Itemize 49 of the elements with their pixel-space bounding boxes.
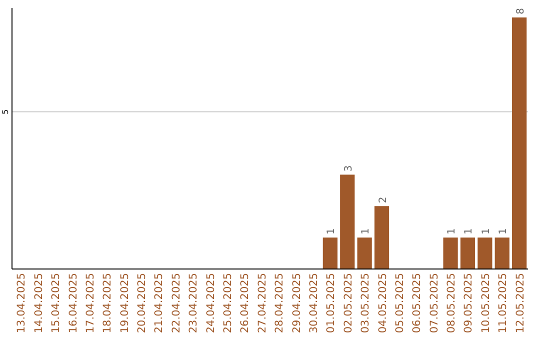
x-tick-label: 25.04.2025 — [222, 273, 234, 334]
x-tick-label: 16.04.2025 — [67, 273, 80, 334]
bar — [443, 238, 458, 269]
data-label: 3 — [343, 165, 354, 172]
data-label: 1 — [464, 228, 475, 235]
data-label: 1 — [480, 228, 492, 235]
x-tick-label: 09.05.2025 — [462, 273, 475, 334]
x-tick-label: 29.04.2025 — [290, 273, 303, 334]
x-tick-label: 13.04.2025 — [16, 273, 28, 334]
x-tick-label: 15.04.2025 — [50, 273, 62, 334]
x-tick-label: 26.04.2025 — [239, 273, 252, 334]
bar — [357, 238, 372, 269]
ref-line-label: 5 — [1, 109, 10, 114]
data-label: 1 — [446, 228, 458, 235]
x-tick-label: 08.05.2025 — [446, 273, 458, 334]
x-tick-label: 14.04.2025 — [32, 273, 45, 334]
x-tick-label: 20.04.2025 — [136, 273, 148, 334]
data-label: 1 — [498, 228, 510, 235]
data-label: 1 — [360, 228, 372, 235]
data-label: 2 — [378, 196, 389, 204]
x-tick-label: 06.05.2025 — [411, 273, 424, 334]
x-tick-label: 03.05.2025 — [360, 273, 372, 334]
x-tick-label: 21.04.2025 — [153, 273, 166, 334]
bar — [460, 238, 476, 269]
bar — [494, 238, 510, 269]
data-label: 1 — [326, 228, 338, 235]
bar — [478, 238, 492, 269]
x-tick-label: 10.05.2025 — [480, 273, 492, 334]
x-tick-label: 05.05.2025 — [394, 273, 406, 334]
data-label: 8 — [515, 8, 526, 14]
x-tick-label: 11.05.2025 — [497, 273, 510, 334]
x-tick-label: 02.05.2025 — [342, 273, 354, 334]
bar — [374, 206, 390, 269]
x-tick-label: 19.04.2025 — [118, 273, 131, 334]
x-tick-label: 30.04.2025 — [308, 273, 320, 334]
x-tick-label: 28.04.2025 — [274, 273, 286, 334]
bar — [340, 174, 355, 269]
x-tick-label: 27.04.2025 — [256, 273, 268, 334]
x-tick-label: 22.04.2025 — [170, 273, 182, 334]
x-tick-label: 24.04.2025 — [204, 273, 217, 334]
x-tick-label: 17.04.2025 — [84, 273, 96, 334]
x-tick-label: 01.05.2025 — [325, 273, 338, 334]
x-tick-label: 12.05.2025 — [514, 273, 526, 334]
x-tick-label: 07.05.2025 — [428, 273, 440, 334]
bar — [512, 17, 527, 269]
x-tick-label: 23.04.2025 — [188, 273, 200, 334]
x-tick-label: 04.05.2025 — [376, 273, 389, 334]
x-tick-label: 18.04.2025 — [102, 273, 114, 334]
bar — [322, 238, 338, 269]
